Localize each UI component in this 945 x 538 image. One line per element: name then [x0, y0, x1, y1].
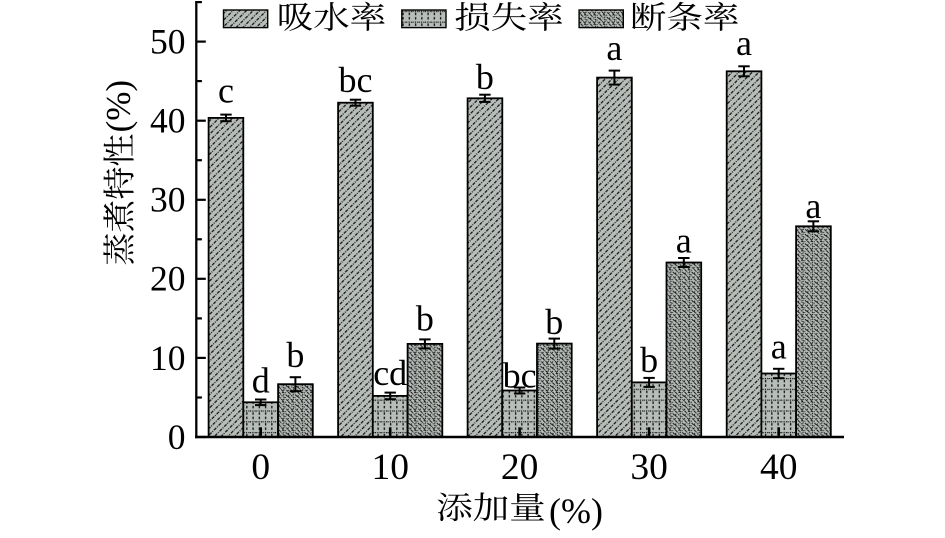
svg-text:40: 40 [760, 447, 798, 488]
svg-text:(%): (%) [99, 80, 138, 132]
svg-text:bc: bc [339, 60, 373, 100]
svg-text:b: b [416, 299, 434, 339]
svg-text:b: b [476, 57, 494, 97]
svg-text:50: 50 [150, 22, 186, 62]
svg-text:30: 30 [150, 180, 186, 220]
svg-text:b: b [640, 340, 658, 380]
svg-text:b: b [286, 335, 304, 375]
svg-text:20: 20 [501, 447, 539, 488]
svg-text:cd: cd [373, 353, 407, 393]
svg-text:a: a [736, 23, 752, 63]
svg-text:30: 30 [630, 447, 668, 488]
svg-text:c: c [218, 71, 234, 111]
svg-text:0: 0 [168, 417, 186, 457]
svg-text:a: a [606, 28, 622, 68]
svg-text:b: b [545, 302, 563, 342]
svg-text:a: a [676, 221, 692, 261]
svg-text:10: 10 [371, 447, 409, 488]
svg-text:40: 40 [150, 101, 186, 141]
svg-text:(%): (%) [549, 491, 603, 531]
svg-text:20: 20 [150, 259, 186, 299]
svg-text:bc: bc [503, 356, 537, 396]
svg-text:a: a [771, 327, 787, 367]
svg-text:10: 10 [150, 338, 186, 378]
svg-text:a: a [805, 186, 821, 226]
svg-text:d: d [252, 361, 270, 401]
svg-text:0: 0 [251, 447, 270, 488]
